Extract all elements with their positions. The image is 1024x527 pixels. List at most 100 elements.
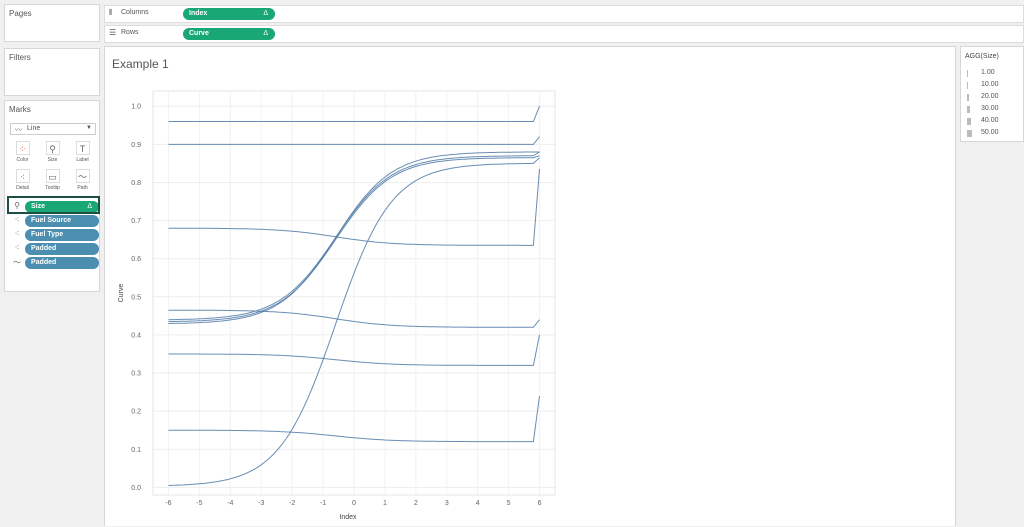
y-tick-label: 0.6 (131, 256, 141, 263)
detail-button[interactable]: ⁖ Detail (9, 167, 36, 193)
delta-icon: Δ (87, 203, 92, 210)
size-icon: ⚲ (14, 201, 20, 210)
path-icon: 〜 (13, 258, 21, 267)
legend-title: AGG(Size) (965, 53, 999, 60)
size-pill[interactable]: Size Δ (25, 201, 99, 213)
x-tick-label: 4 (476, 500, 480, 507)
size-pill-highlight (7, 196, 100, 214)
delta-icon: Δ (263, 30, 268, 37)
color-button-label: Color (16, 157, 29, 163)
legend-item-label: 20.00 (981, 93, 999, 100)
legend-item-label: 1.00 (981, 69, 995, 76)
curve-pill-label: Curve (189, 30, 209, 37)
filters-card[interactable]: Filters (4, 48, 100, 96)
rows-icon: ☰ (109, 28, 117, 37)
size-button[interactable]: ⚲ Size (39, 139, 66, 165)
y-tick-label: 0.2 (131, 409, 141, 416)
legend-swatch (967, 94, 969, 101)
legend-item-label: 30.00 (981, 105, 999, 112)
columns-shelf[interactable]: ⦀ Columns Index Δ (104, 5, 1024, 23)
mark-type-label: Line (27, 125, 41, 132)
index-pill-label: Index (189, 10, 208, 17)
y-tick-label: 0.8 (131, 180, 141, 187)
label-button[interactable]: T Label (69, 139, 96, 165)
columns-icon: ⦀ (109, 8, 113, 17)
rows-shelf[interactable]: ☰ Rows Curve Δ (104, 25, 1024, 43)
x-tick-label: 6 (538, 500, 542, 507)
x-tick-label: -3 (258, 500, 264, 507)
y-tick-label: 0.9 (131, 142, 141, 149)
chart-title: Example 1 (112, 57, 169, 71)
y-axis-title: Curve (118, 284, 125, 303)
x-axis-title: Index (339, 514, 357, 521)
index-pill[interactable]: Index Δ (183, 8, 275, 20)
x-tick-label: -4 (227, 500, 233, 507)
y-tick-label: 0.7 (131, 218, 141, 225)
x-tick-label: 0 (352, 500, 356, 507)
x-tick-label: 3 (445, 500, 449, 507)
x-tick-label: -5 (196, 500, 202, 507)
y-tick-label: 0.5 (131, 294, 141, 301)
viz-pane[interactable]: Example 1 -6 -5 -4 -3 -2 -1 0 1 2 3 4 5 6 0.0 0.1 0.2 0.… (104, 46, 956, 526)
detail-icon: ⁖ (14, 243, 20, 252)
pages-card[interactable]: Pages (4, 4, 100, 42)
pages-title: Pages (9, 9, 32, 18)
mark-type-dropdown[interactable]: 〰 Line ▼ (10, 123, 96, 135)
color-button[interactable]: ⁘ Color (9, 139, 36, 165)
legend-swatch (967, 130, 972, 137)
y-tick-label: 0.4 (131, 332, 141, 339)
padded-detail-pill[interactable]: Padded (25, 243, 99, 255)
series-line (168, 151, 540, 324)
series-line (168, 309, 540, 328)
chevron-down-icon: ▼ (86, 125, 92, 131)
tooltip-icon: ▭ (45, 169, 60, 183)
detail-button-label: Detail (16, 185, 29, 191)
x-tick-label: -2 (289, 500, 295, 507)
size-pill-label: Size (31, 203, 46, 210)
fuel-source-pill[interactable]: Fuel Source (25, 215, 99, 227)
legend-item-label: 50.00 (981, 129, 999, 136)
line-icon: 〰 (15, 127, 22, 134)
series-line (168, 334, 540, 366)
columns-shelf-label: Columns (121, 9, 149, 16)
legend-swatch (967, 70, 968, 77)
label-icon: T (75, 141, 90, 155)
curve-pill[interactable]: Curve Δ (183, 28, 275, 40)
series-line (168, 136, 540, 145)
y-tick-label: 0.3 (131, 371, 141, 378)
series-line (168, 395, 540, 443)
x-tick-label: 5 (507, 500, 511, 507)
x-tick-label: -6 (165, 500, 171, 507)
legend-item-label: 40.00 (981, 117, 999, 124)
marks-title: Marks (9, 105, 31, 114)
filters-title: Filters (9, 53, 31, 62)
detail-icon: ⁖ (14, 215, 20, 224)
x-tick-label: 2 (414, 500, 418, 507)
legend-swatch (967, 118, 971, 125)
tooltip-button[interactable]: ▭ Tooltip (39, 167, 66, 193)
path-button-label: Path (77, 185, 88, 191)
y-tick-label: 0.0 (131, 485, 141, 492)
padded-path-pill[interactable]: Padded (25, 257, 99, 269)
delta-icon: Δ (263, 10, 268, 17)
path-button[interactable]: 〜 Path (69, 167, 96, 193)
rows-shelf-label: Rows (121, 29, 139, 36)
color-icon: ⁘ (15, 141, 30, 155)
fuel-type-pill[interactable]: Fuel Type (25, 229, 99, 241)
legend-swatch (967, 106, 970, 113)
detail-icon: ⁖ (14, 229, 20, 238)
series-line (168, 106, 540, 122)
y-tick-label: 1.0 (131, 104, 141, 111)
series-line (168, 157, 540, 486)
size-legend[interactable]: AGG(Size) 1.00 10.00 20.00 30.00 40.00 5… (960, 46, 1024, 142)
size-icon: ⚲ (45, 141, 60, 155)
detail-icon: ⁖ (15, 169, 30, 183)
series-line (168, 169, 540, 246)
tooltip-button-label: Tooltip (45, 185, 60, 191)
chart-canvas[interactable]: -6 -5 -4 -3 -2 -1 0 1 2 3 4 5 6 0.0 0.1 0.2 0.3 0.4 0.5 0.6… (105, 47, 955, 527)
plot-border (152, 90, 556, 496)
x-tick-label: -1 (320, 500, 326, 507)
legend-item-label: 10.00 (981, 81, 999, 88)
legend-swatch (967, 82, 968, 89)
path-icon: 〜 (75, 169, 90, 183)
